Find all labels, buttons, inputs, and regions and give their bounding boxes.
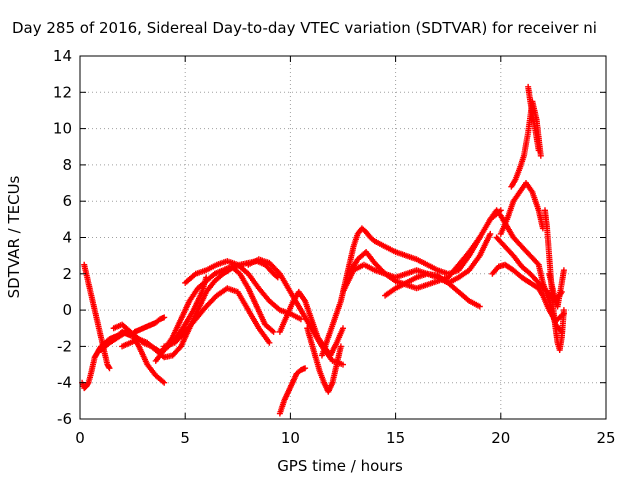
series-arc-14 xyxy=(346,234,483,292)
data-point-markers xyxy=(346,234,483,292)
y-tick-label: -2 xyxy=(57,337,72,355)
series-arc-11 xyxy=(276,365,309,417)
y-tick-label: -6 xyxy=(57,410,72,428)
x-tick-label: 25 xyxy=(596,429,615,447)
y-axis-label: SDTVAR / TECUs xyxy=(5,175,23,298)
x-tick-label: 0 xyxy=(75,429,85,447)
y-tick-label: 14 xyxy=(53,47,72,65)
series-arc-10 xyxy=(276,288,346,359)
data-marks xyxy=(79,83,567,417)
x-tick-label: 15 xyxy=(386,429,405,447)
y-tick-label: 4 xyxy=(62,229,72,247)
y-tick-label: 8 xyxy=(62,156,72,174)
data-point-markers xyxy=(276,288,346,359)
y-tick-label: 10 xyxy=(53,120,72,138)
y-tick-label: 6 xyxy=(62,192,72,210)
series-arc-16 xyxy=(382,270,483,310)
data-point-markers xyxy=(525,83,542,154)
x-tick-label: 20 xyxy=(491,429,510,447)
series-arc-24 xyxy=(546,267,567,310)
chart-title: Day 285 of 2016, Sidereal Day-to-day VTE… xyxy=(12,19,597,37)
x-tick-label: 10 xyxy=(281,429,300,447)
x-axis-ticks: 0 5 10 15 20 25 xyxy=(75,56,616,447)
x-tick-label: 5 xyxy=(180,429,190,447)
data-point-markers xyxy=(382,270,483,310)
data-point-markers xyxy=(546,267,567,310)
y-tick-label: -4 xyxy=(57,374,72,392)
series-arc-12 xyxy=(304,325,344,395)
data-point-markers xyxy=(497,180,546,237)
series-arc-20 xyxy=(497,180,546,237)
x-axis-label: GPS time / hours xyxy=(277,457,403,475)
series-arc-7 xyxy=(161,285,273,350)
grid-lines xyxy=(80,56,606,419)
y-tick-label: 2 xyxy=(62,265,72,283)
y-tick-label: 12 xyxy=(53,83,72,101)
data-point-markers xyxy=(161,285,273,350)
y-tick-label: 0 xyxy=(62,301,72,319)
series-arc-22 xyxy=(525,83,542,154)
data-point-markers xyxy=(304,325,344,395)
y-axis-ticks: -6 -4 -2 0 2 4 6 8 10 12 14 xyxy=(53,47,606,428)
data-point-markers xyxy=(276,365,309,417)
